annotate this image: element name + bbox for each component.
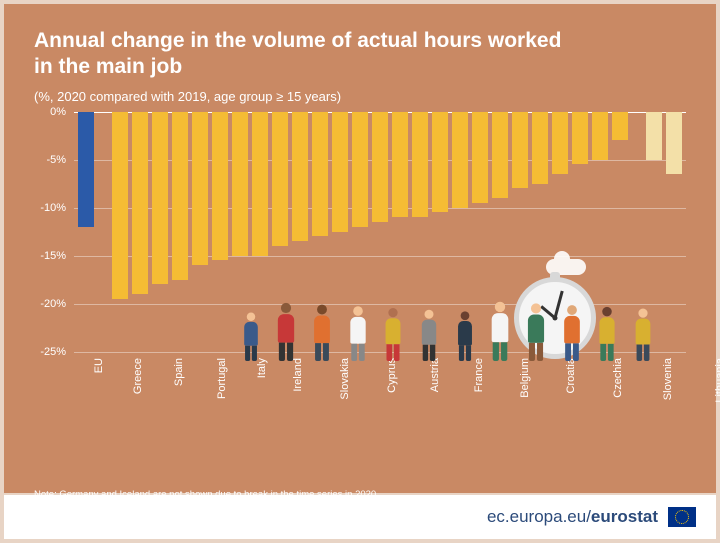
x-label: Czechia [612, 358, 624, 398]
chart-notes: Note: Germany and Iceland are not shown … [34, 488, 686, 515]
bar [112, 112, 128, 299]
bar [132, 112, 148, 294]
bar [532, 112, 548, 184]
eu-flag-icon [668, 507, 696, 527]
bar [432, 112, 448, 213]
bar [272, 112, 288, 246]
x-label: Portugal [216, 358, 228, 399]
bar [312, 112, 328, 237]
person-illustration [345, 306, 370, 361]
y-tick-label: -10% [40, 202, 66, 214]
x-label: Croatia [565, 358, 577, 393]
bar [572, 112, 588, 165]
bar-column [212, 112, 228, 352]
bar [552, 112, 568, 174]
bar [78, 112, 94, 227]
x-label: Lithuania [714, 358, 720, 403]
title-line2: in the main job [34, 55, 182, 78]
bar [352, 112, 368, 227]
bar-column [152, 112, 168, 352]
bar [332, 112, 348, 232]
bar [392, 112, 408, 218]
person-illustration [309, 305, 335, 361]
bar [452, 112, 468, 208]
x-label: Greece [132, 358, 144, 394]
y-tick-label: -15% [40, 250, 66, 262]
bar [666, 112, 682, 174]
bar [492, 112, 508, 198]
title-line1: Annual change in the volume of actual ho… [34, 29, 561, 52]
y-tick-label: -20% [40, 298, 66, 310]
bar [252, 112, 268, 256]
y-tick-label: -5% [46, 154, 66, 166]
x-label: Slovakia [339, 358, 351, 400]
chart-title: Annual change in the volume of actual ho… [34, 28, 686, 81]
person-illustration [559, 305, 584, 361]
bar [372, 112, 388, 222]
bar-column [132, 112, 148, 352]
bar-column [666, 112, 682, 352]
x-label: Spain [173, 358, 185, 386]
x-label: Ireland [292, 358, 304, 392]
x-label: Belgium [519, 358, 531, 398]
x-label: Slovenia [662, 358, 674, 400]
x-label: Cyprus [386, 358, 398, 393]
bar [152, 112, 168, 285]
person-illustration [595, 307, 620, 361]
bar [192, 112, 208, 266]
bar-column [172, 112, 188, 352]
bar [412, 112, 428, 218]
bar-column [192, 112, 208, 352]
x-label: Austria [429, 358, 441, 392]
person-illustration [417, 310, 440, 361]
bar [232, 112, 248, 256]
person-illustration [381, 308, 405, 361]
bar [512, 112, 528, 189]
bar [172, 112, 188, 280]
bar-column [78, 112, 94, 352]
person-illustration [523, 303, 549, 361]
bar [592, 112, 608, 160]
person-illustration [487, 302, 514, 361]
bar [212, 112, 228, 261]
person-illustration [453, 311, 476, 361]
bar [292, 112, 308, 242]
person-illustration [273, 303, 300, 361]
y-axis: 0%-5%-10%-15%-20%-25% [34, 112, 74, 352]
x-label: France [473, 358, 485, 392]
note-line2: Source: Ad hoc extraction from Labour Fo… [34, 501, 686, 514]
bar [612, 112, 628, 141]
bar [646, 112, 662, 160]
y-tick-label: -25% [40, 346, 66, 358]
people-illustration [234, 251, 660, 361]
chart-panel: Annual change in the volume of actual ho… [0, 0, 720, 493]
note-line1: Note: Germany and Iceland are not shown … [34, 488, 686, 501]
person-illustration [631, 309, 655, 361]
y-tick-label: 0% [50, 106, 66, 118]
person-illustration [240, 313, 262, 361]
bar [472, 112, 488, 203]
chart-subtitle: (%, 2020 compared with 2019, age group ≥… [34, 89, 686, 104]
x-label: EU [93, 358, 105, 373]
bar-column [112, 112, 128, 352]
